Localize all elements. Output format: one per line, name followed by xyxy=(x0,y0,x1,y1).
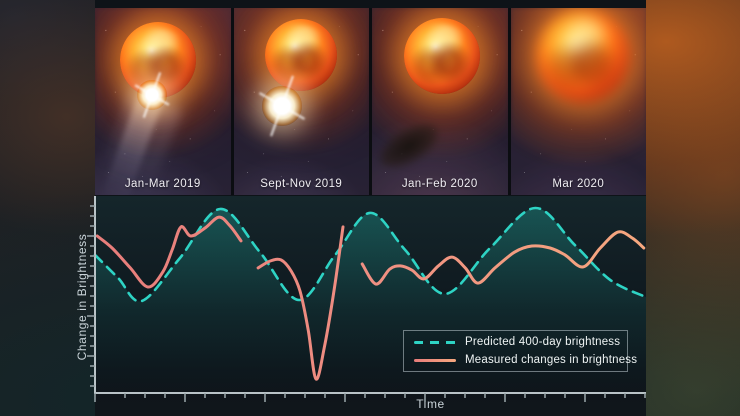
ejected-gas-blob-icon xyxy=(261,86,302,126)
measured-curve-segment-1 xyxy=(95,215,243,289)
betelgeuse-star xyxy=(264,19,337,91)
measured-solid-line-sample-icon xyxy=(414,358,456,362)
predicted-underfill xyxy=(95,207,646,393)
panel-date-label: Jan-Mar 2019 xyxy=(124,178,201,190)
predicted-curve xyxy=(93,206,648,303)
x-axis-label: Time xyxy=(416,397,445,411)
legend-row-predicted: Predicted 400-day brightness xyxy=(414,336,621,348)
outburst-flare-icon xyxy=(137,80,167,110)
illustration-panels-row: Jan-Mar 2019 Sept-Nov 2019 Jan-Feb 2020 xyxy=(95,8,646,195)
measured-curve-segment-2 xyxy=(256,225,345,381)
legend-label-predicted: Predicted 400-day brightness xyxy=(465,336,621,348)
panel-jan-mar-2019: Jan-Mar 2019 xyxy=(95,8,231,195)
panel-date-label: Jan-Feb 2020 xyxy=(401,178,478,190)
content-block: Jan-Mar 2019 Sept-Nov 2019 Jan-Feb 2020 xyxy=(95,0,646,416)
betelgeuse-star xyxy=(404,18,480,94)
panel-date-label: Mar 2020 xyxy=(552,178,605,190)
panel-jan-feb-2020: Jan-Feb 2020 xyxy=(372,8,508,195)
brightness-chart xyxy=(87,196,648,402)
chart-legend: Predicted 400-day brightness Measured ch… xyxy=(403,330,637,372)
predicted-dashed-line-sample-icon xyxy=(414,340,456,344)
legend-row-measured: Measured changes in brightness xyxy=(414,354,637,366)
panel-sept-nov-2019: Sept-Nov 2019 xyxy=(233,8,369,195)
panel-mar-2020: Mar 2020 xyxy=(510,8,646,195)
measured-curve-segment-3 xyxy=(360,230,646,286)
betelgeuse-star-dimmed xyxy=(536,10,629,102)
y-axis-label: Change in Brightness xyxy=(75,233,89,361)
panel-date-label: Sept-Nov 2019 xyxy=(260,178,343,190)
legend-label-measured: Measured changes in brightness xyxy=(465,354,638,366)
